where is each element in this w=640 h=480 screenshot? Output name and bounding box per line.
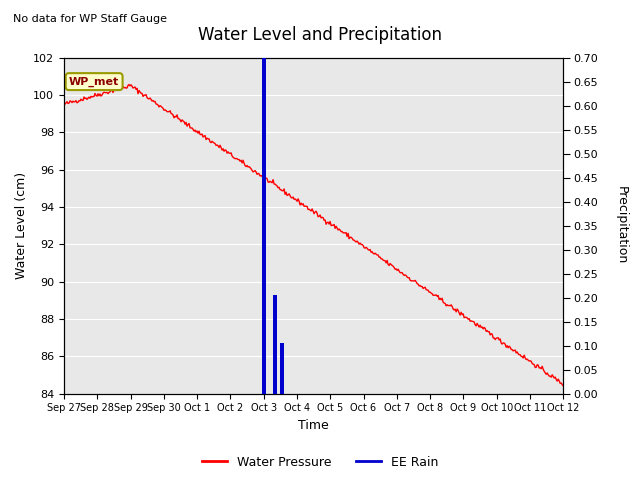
X-axis label: Time: Time [298,419,329,432]
Y-axis label: Precipitation: Precipitation [614,186,627,265]
Legend: Water Pressure, EE Rain: Water Pressure, EE Rain [196,451,444,474]
Bar [262,58,266,394]
Bar [273,295,277,394]
Text: Water Level and Precipitation: Water Level and Precipitation [198,26,442,45]
Text: No data for WP Staff Gauge: No data for WP Staff Gauge [13,14,167,24]
Y-axis label: Water Level (cm): Water Level (cm) [15,172,28,279]
Bar [280,343,284,394]
Text: WP_met: WP_met [69,76,119,87]
